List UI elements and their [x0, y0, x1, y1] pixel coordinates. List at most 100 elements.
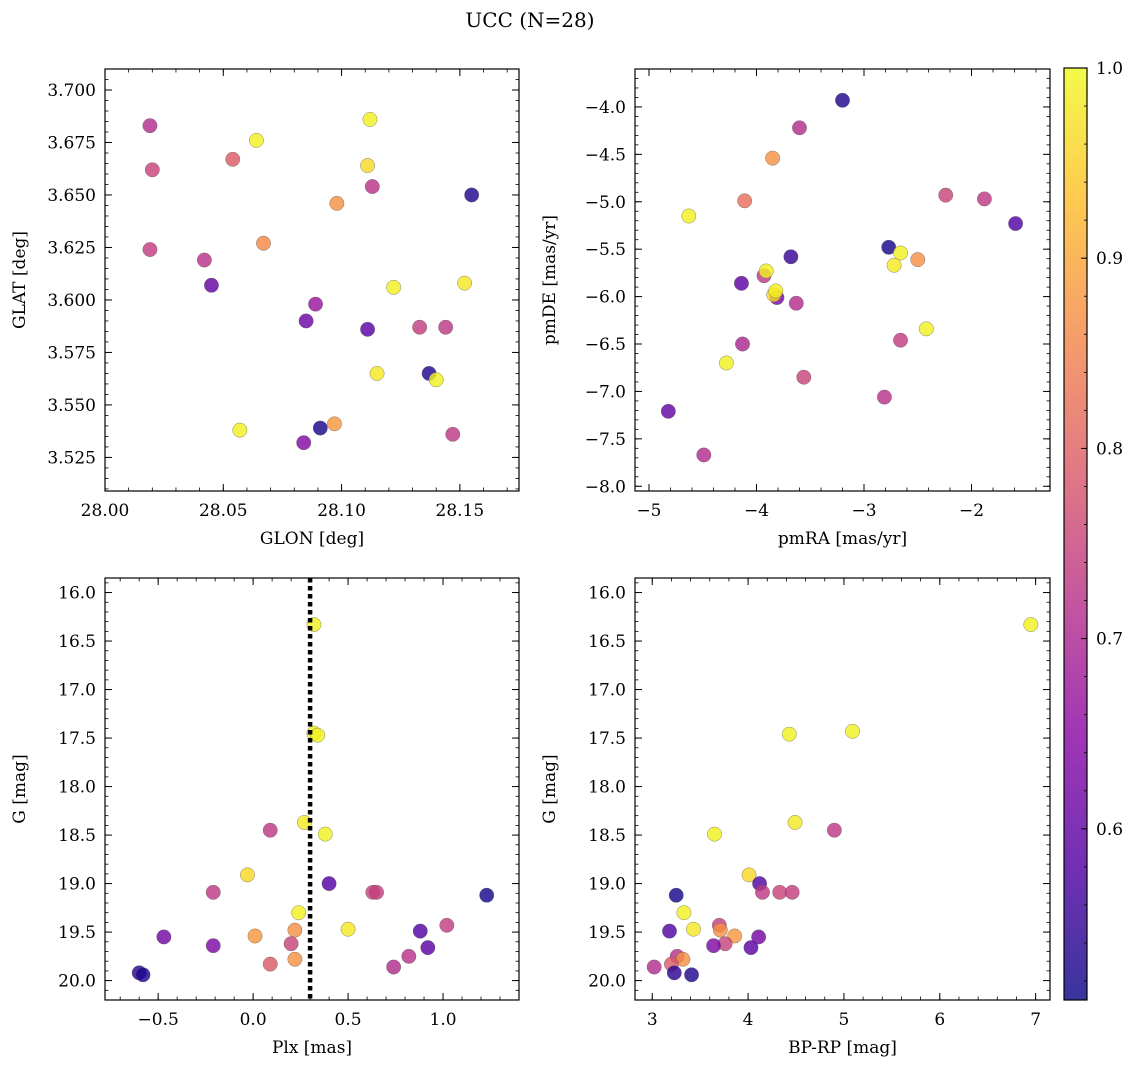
y-tick-label: 18.0: [588, 778, 626, 798]
scatter-point: [712, 922, 728, 938]
y-tick-label: −8.0: [585, 477, 626, 497]
y-axis-label: pmDE [mas/yr]: [540, 215, 560, 345]
y-tick-label: −5.0: [585, 193, 626, 213]
scatter-point: [788, 295, 804, 311]
scatter-point: [787, 815, 803, 830]
y-tick-label: 16.0: [588, 584, 626, 604]
scatter-point: [317, 826, 333, 842]
scatter-point: [681, 208, 697, 224]
scatter-point: [225, 151, 241, 167]
scatter-point: [737, 193, 753, 209]
scatter-point: [205, 884, 221, 900]
scatter-point: [1023, 617, 1039, 633]
scatter-point: [886, 257, 902, 273]
scatter-point: [796, 369, 812, 385]
colorbar-tick-label: 1.0: [1096, 59, 1123, 79]
y-tick-label: 20.0: [588, 972, 626, 992]
y-tick-label: 3.600: [47, 291, 96, 311]
scatter-point: [826, 822, 842, 838]
colorbar-frame: [1063, 67, 1088, 1001]
scatter-point: [668, 887, 684, 903]
scatter-point: [386, 959, 402, 975]
scatter-point: [676, 905, 692, 921]
scatter-point: [291, 905, 307, 921]
scatter-points: [660, 92, 1024, 463]
y-tick-label: −7.0: [585, 382, 626, 402]
scatter-point: [684, 967, 699, 983]
y-axis-label: G [mag]: [10, 754, 30, 823]
y-tick-label: 17.5: [58, 729, 96, 749]
panel-glon-glat: 28.00 28.05 28.10 28.15 3.525 3.550 3.575 3.600…: [10, 68, 520, 549]
y-tick-label: 16.5: [58, 632, 96, 652]
scatter-point: [733, 275, 749, 291]
x-tick-label: 1.0: [430, 1010, 457, 1030]
y-tick-label: 3.550: [47, 396, 96, 416]
scatter-point: [205, 938, 221, 954]
x-tick-label: 28.15: [436, 501, 485, 521]
scatter-point: [686, 921, 701, 937]
scatter-point: [287, 922, 303, 938]
scatter-point: [741, 867, 757, 883]
x-tick-label: 4: [743, 1010, 754, 1030]
scatter-point: [247, 928, 263, 944]
y-axis-label: GLAT [deg]: [10, 231, 30, 329]
scatter-point: [340, 921, 356, 937]
y-tick-label: 3.675: [47, 133, 96, 153]
x-tick-label: 7: [1030, 1010, 1041, 1030]
scatter-point: [312, 420, 328, 436]
scatter-point: [662, 923, 677, 939]
y-tick-label: 3.525: [47, 448, 96, 468]
scatter-points: [142, 111, 480, 451]
x-tick-label: 28.00: [81, 501, 130, 521]
scatter-point: [296, 435, 312, 451]
y-tick-label: 17.0: [58, 681, 96, 701]
scatter-point: [369, 884, 385, 900]
scatter-point: [135, 967, 151, 983]
scatter-point: [420, 940, 436, 956]
scatter-point: [835, 92, 850, 108]
scatter-point: [283, 936, 299, 952]
y-tick-label: 18.5: [588, 826, 626, 846]
scatter-point: [329, 195, 345, 211]
scatter-point: [310, 727, 326, 743]
y-tick-label: 18.0: [58, 778, 96, 798]
scatter-point: [362, 111, 378, 127]
scatter-point: [204, 277, 219, 293]
scatter-point: [479, 887, 495, 903]
scatter-point: [783, 249, 799, 265]
scatter-point: [765, 150, 781, 166]
panel-plx-g: −0.5 0.0 0.5 1.0 16.0 16.5 17.0 17.5 18.0 18.5 19.…: [10, 577, 520, 1058]
y-tick-label: −6.5: [585, 335, 626, 355]
scatter-point: [196, 252, 212, 268]
scatter-point: [893, 245, 909, 261]
scatter-points: [646, 617, 1039, 983]
scatter-point: [918, 321, 934, 337]
y-tick-label: −4.5: [585, 145, 626, 165]
scatter-point: [696, 447, 712, 463]
y-tick-label: 19.5: [588, 923, 626, 943]
scatter-point: [758, 263, 774, 279]
scatter-point: [156, 929, 172, 945]
y-tick-label: −5.5: [585, 240, 626, 260]
figure-title: UCC (N=28): [465, 8, 594, 32]
colorbar: 0.6 0.7 0.8 0.9 1.0: [1063, 59, 1123, 1001]
scatter-point: [976, 191, 992, 207]
y-tick-label: −4.0: [585, 98, 626, 118]
y-tick-label: 17.0: [588, 681, 626, 701]
y-tick-label: 16.0: [58, 584, 96, 604]
panel-bprp-g: 3 4 5 6 7 16.0 16.5 17.0 17.5 18.0 18.5 19.0 19.5 20.…: [540, 577, 1051, 1058]
panels: 28.00 28.05 28.10 28.15 3.525 3.550 3.575 3.600…: [10, 68, 1051, 1058]
scatter-point: [1008, 216, 1024, 232]
scatter-point: [718, 355, 734, 371]
y-tick-label: 16.5: [588, 632, 626, 652]
scatter-point: [412, 319, 428, 335]
colorbar-tick-label: 0.8: [1096, 439, 1123, 459]
scatter-point: [287, 951, 303, 967]
colorbar-tick-label: 0.9: [1096, 249, 1123, 269]
x-axis-label: BP-RP [mag]: [788, 1038, 897, 1058]
x-tick-label: −0.5: [138, 1010, 179, 1030]
scatter-point: [262, 822, 278, 838]
x-tick-label: −3: [851, 501, 876, 521]
axes-frame: [634, 68, 1051, 492]
